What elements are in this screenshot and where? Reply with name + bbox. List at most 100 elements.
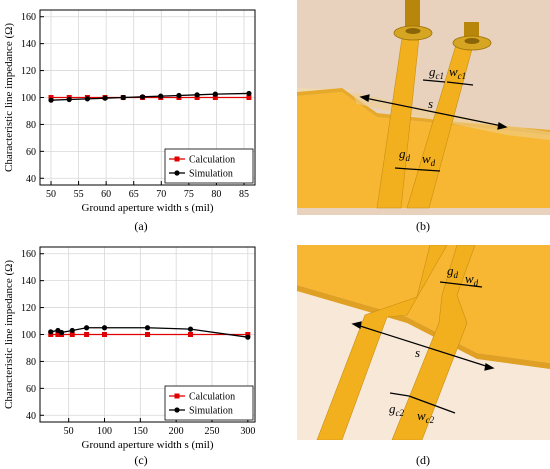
data-point xyxy=(69,327,75,334)
x-tick-label: 50 xyxy=(46,189,56,200)
legend-label: Calculation xyxy=(189,392,235,403)
data-point xyxy=(48,332,54,337)
legend-marker xyxy=(174,170,180,176)
arrow-head xyxy=(484,363,495,371)
data-point xyxy=(139,94,146,100)
x-tick-label: 60 xyxy=(101,189,111,200)
series-line-simulation xyxy=(51,92,249,101)
arrow-s xyxy=(356,324,490,368)
arrow-gd xyxy=(439,281,458,285)
arrow-head xyxy=(359,94,370,102)
arrow-gd xyxy=(394,167,410,170)
y-tick-label: 140 xyxy=(21,276,36,287)
legend-marker xyxy=(174,156,180,162)
x-tick-label: 65 xyxy=(129,189,139,200)
data-point xyxy=(212,95,218,100)
y-tick-label: 160 xyxy=(21,12,36,23)
label-gd: gd xyxy=(399,146,411,163)
y-tick-label: 60 xyxy=(26,384,36,395)
x-tick-label: 55 xyxy=(74,189,84,200)
caption-b: (b) xyxy=(416,219,430,233)
data-point xyxy=(144,325,151,331)
x-tick-label: 80 xyxy=(211,189,221,200)
x-tick-label: 100 xyxy=(97,426,112,437)
x-tick-label: 70 xyxy=(156,189,166,200)
label-wd: wd xyxy=(465,271,479,288)
x-axis-label: Ground aperture width s (mil) xyxy=(82,202,214,214)
y-tick-label: 40 xyxy=(26,411,36,422)
label-gc1: gc1 xyxy=(429,64,444,81)
label-gc2: gc2 xyxy=(389,401,404,418)
data-point xyxy=(102,95,108,101)
legend-box xyxy=(164,385,254,421)
arrow-head xyxy=(497,122,508,130)
label-s: s xyxy=(415,345,420,360)
y-tick-label: 160 xyxy=(21,249,36,260)
data-point xyxy=(245,332,251,337)
legend-marker xyxy=(174,407,180,413)
data-point xyxy=(158,93,164,99)
x-tick-label: 300 xyxy=(240,426,255,437)
y-tick-label: 80 xyxy=(26,120,36,131)
arrow-gc1 xyxy=(422,79,446,83)
signal-trace-right xyxy=(391,245,476,440)
data-point xyxy=(187,326,194,332)
data-point xyxy=(176,92,182,99)
y-tick-label: 140 xyxy=(21,39,36,50)
data-point xyxy=(48,95,54,100)
x-tick-label: 75 xyxy=(184,189,194,200)
arrow-wc1 xyxy=(446,81,474,86)
x-tick-label: 50 xyxy=(64,426,74,437)
y-axis-label: Characteristic line impedance (Ω) xyxy=(3,260,15,409)
legend-label: Simulation xyxy=(189,406,233,417)
y-tick-label: 120 xyxy=(21,303,36,314)
data-point xyxy=(48,329,54,335)
data-point xyxy=(246,90,252,97)
data-point xyxy=(145,332,150,337)
data-point xyxy=(83,325,90,331)
data-point xyxy=(101,325,108,331)
data-point xyxy=(246,95,252,100)
caption-c: (c) xyxy=(134,453,148,467)
data-point xyxy=(55,332,61,337)
via-post-left-top xyxy=(405,28,421,34)
arrow-wd xyxy=(408,168,441,172)
arrow-gc2 xyxy=(389,392,410,397)
via-post-left xyxy=(405,0,420,32)
y-tick-label: 100 xyxy=(21,93,36,104)
arrow-s xyxy=(364,97,503,127)
legend-box xyxy=(164,148,254,184)
data-point xyxy=(194,95,200,100)
data-point xyxy=(48,97,54,103)
y-tick-label: 60 xyxy=(26,147,36,158)
data-point xyxy=(194,92,200,98)
x-tick-label: 85 xyxy=(239,189,249,200)
label-s: s xyxy=(428,96,433,111)
data-point xyxy=(69,332,75,337)
data-point xyxy=(188,332,193,337)
y-tick-label: 100 xyxy=(21,330,36,341)
y-tick-label: 40 xyxy=(26,174,36,185)
y-tick-label: 120 xyxy=(21,66,36,77)
legend-label: Simulation xyxy=(189,169,233,180)
diagram-d: gd wd s gc2 wc2 xyxy=(297,245,550,440)
data-point xyxy=(212,91,218,97)
x-axis-label: Ground aperture width s (mil) xyxy=(82,439,214,451)
arrow-head xyxy=(351,321,362,329)
data-point xyxy=(245,334,251,340)
chart-c: 50 100 150 200 250 300 40 60 80 100 120 140 160 Groun… xyxy=(3,246,256,451)
data-point xyxy=(66,96,72,103)
diagram-b: s gc1 wc1 gd wd xyxy=(297,0,550,215)
caption-d: (d) xyxy=(416,453,430,467)
data-point xyxy=(120,94,126,101)
label-wc1: wc1 xyxy=(449,64,466,81)
legend-label: Calculation xyxy=(189,155,235,166)
data-point xyxy=(58,329,65,336)
ground-plane xyxy=(297,245,550,363)
via-post-right-top xyxy=(464,38,480,44)
x-tick-label: 200 xyxy=(169,426,184,437)
chart-a: 50 55 60 65 70 75 80 85 40 60 80 100 120 140 160 Ground… xyxy=(3,9,256,214)
legend-marker xyxy=(174,393,180,399)
x-tick-label: 150 xyxy=(133,426,148,437)
data-point xyxy=(102,332,107,337)
